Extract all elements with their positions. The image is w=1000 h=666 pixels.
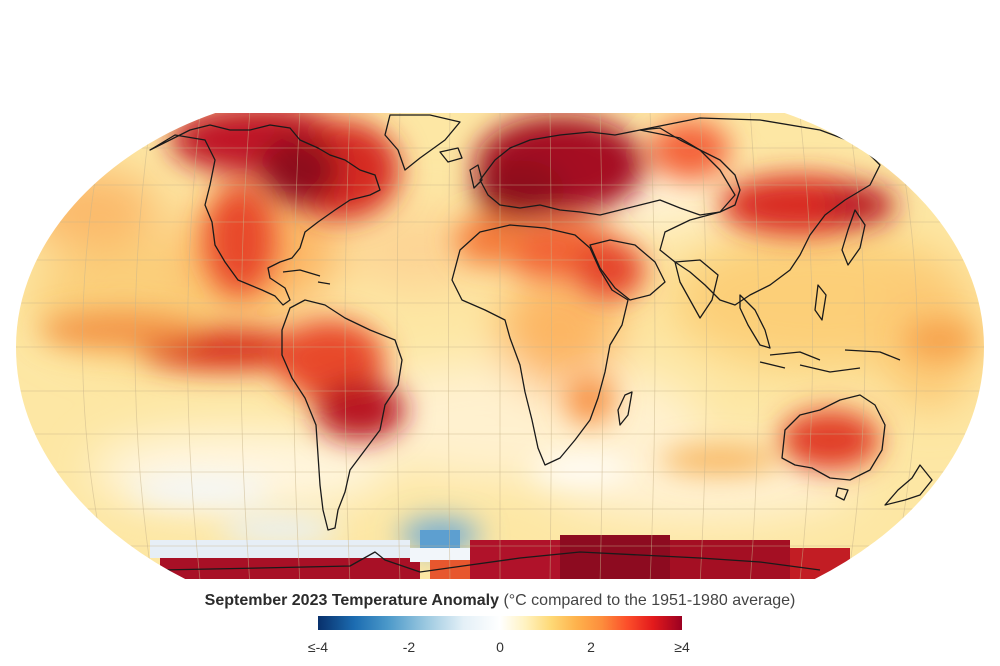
- india-outline: [674, 259, 719, 319]
- south-america-outline: [281, 299, 403, 531]
- globe-edge: [13, 111, 987, 581]
- globe: [15, 112, 985, 580]
- antarctica-outline: [159, 551, 821, 573]
- southeast-asia-outline: [739, 294, 771, 349]
- scale-tick-zero: 0: [496, 639, 504, 655]
- scale-tick-min: ≤-4: [307, 639, 329, 655]
- caption-subtitle: (°C compared to the 1951-1980 average): [503, 592, 796, 609]
- coastlines: [149, 114, 933, 573]
- europe-outline: [479, 127, 741, 216]
- scale-tick-neg2: -2: [402, 639, 416, 655]
- new-zealand-outline: [884, 464, 933, 506]
- caption-title: September 2023 Temperature Anomaly: [204, 592, 499, 609]
- map-caption: September 2023 Temperature Anomaly (°C c…: [0, 592, 1000, 610]
- iceland-uk-outline: [439, 147, 483, 189]
- temperature-anomaly-map: [13, 111, 987, 581]
- madagascar-outline: [617, 391, 633, 426]
- caribbean-outline: [282, 269, 331, 285]
- indonesia-outline: [759, 349, 901, 373]
- philippines-outline: [814, 284, 827, 321]
- scale-tick-max: ≥4: [674, 639, 690, 655]
- arabia-outline: [589, 239, 666, 301]
- japan-outline: [841, 209, 866, 266]
- australia-outline: [781, 394, 886, 481]
- greenland-outline: [384, 114, 461, 171]
- north-america-outline: [149, 124, 381, 306]
- tasmania-outline: [835, 487, 849, 501]
- color-scale-bar: [318, 616, 682, 630]
- africa-outline: [451, 224, 629, 466]
- scale-tick-pos2: 2: [587, 639, 595, 655]
